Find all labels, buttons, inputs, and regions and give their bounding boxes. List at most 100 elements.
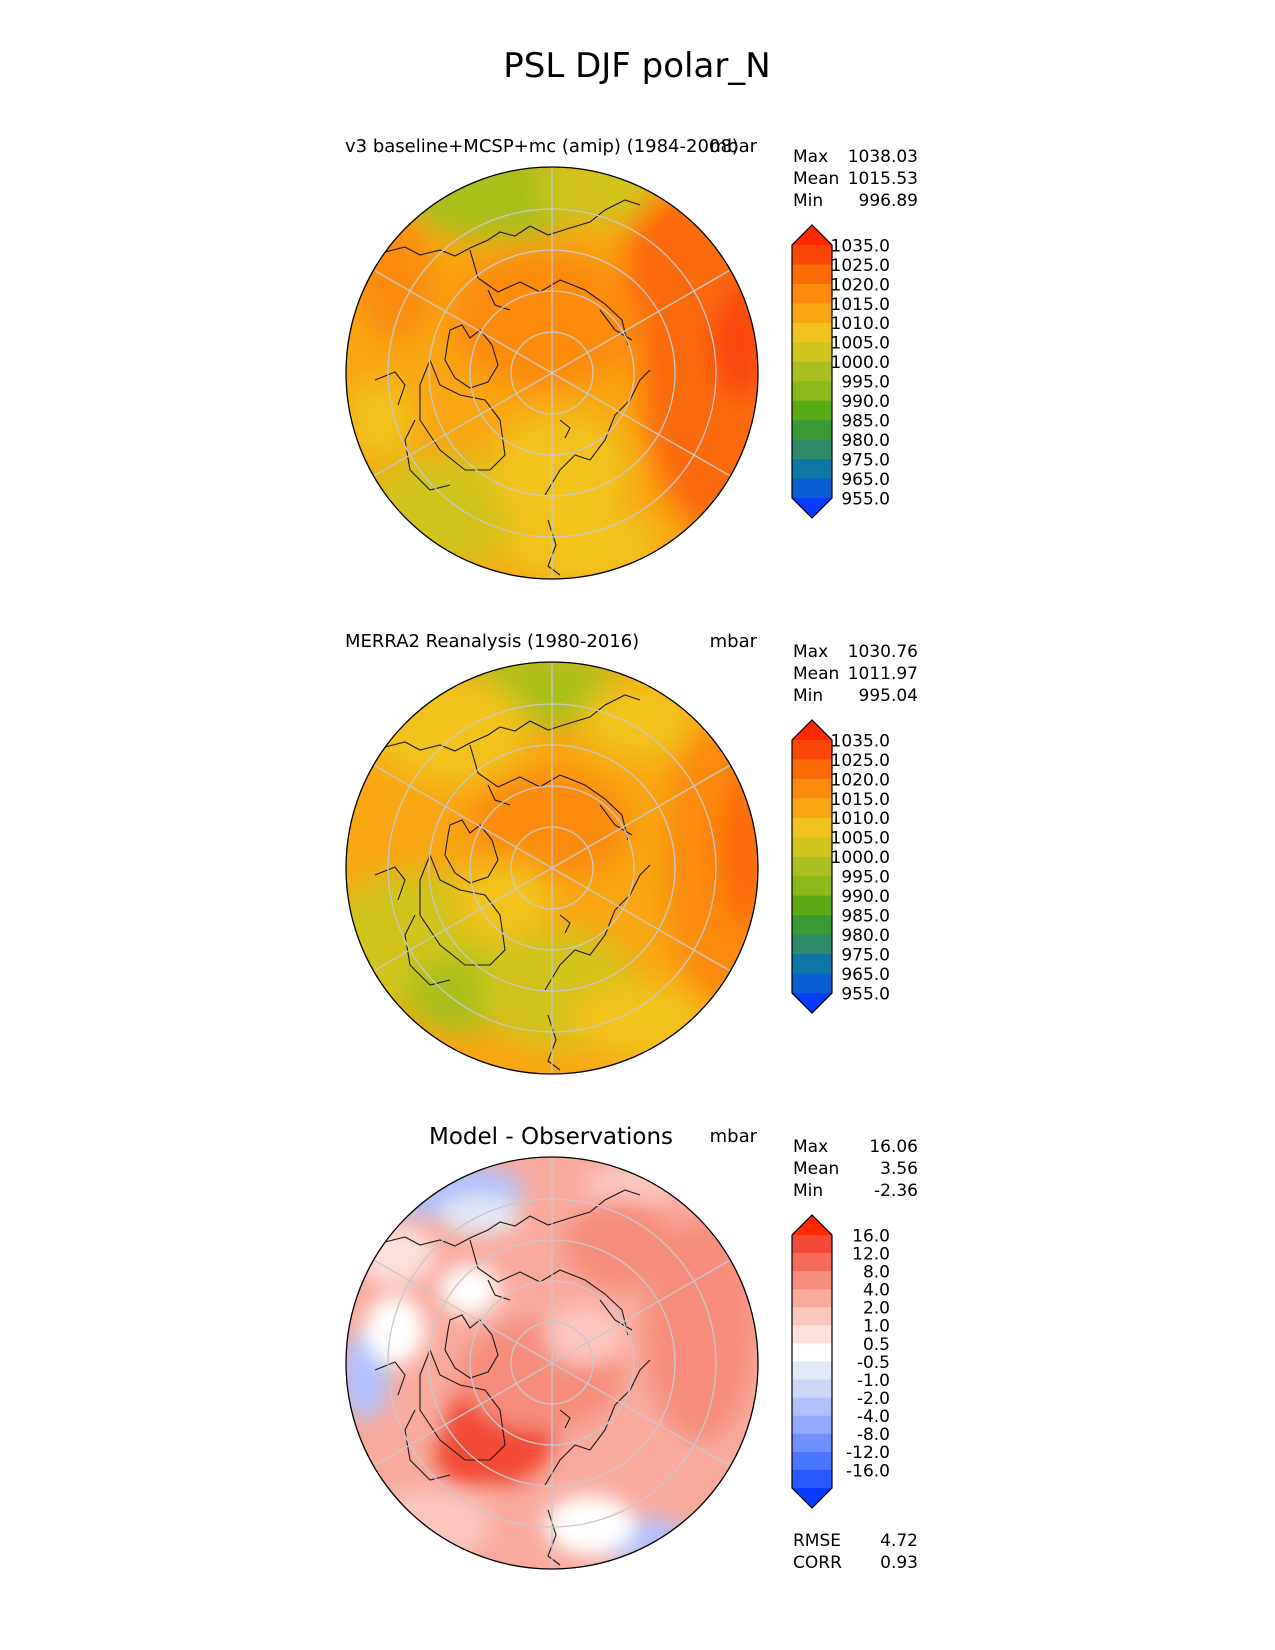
panel-model-colorbar-swatch — [792, 381, 832, 402]
panel-diff-colorbar-swatch — [792, 1469, 832, 1489]
panel-diff-stat-min-value: -2.36 — [874, 1181, 918, 1201]
panel-diff-colorbar-tick-label: -4.0 — [857, 1407, 890, 1427]
panel-diff-colorbar-tick-label: -16.0 — [846, 1461, 890, 1481]
panel-model-stat-max-label: Max — [793, 147, 828, 167]
panel-obs-colorbar-outline — [791, 719, 833, 1014]
panel-diff-stat-mean-value: 3.56 — [880, 1159, 918, 1179]
panel-model-colorbar-swatch — [792, 245, 832, 266]
panel-model-colorbar-swatch — [792, 283, 832, 304]
panel-obs-stat-min-label: Min — [793, 686, 823, 706]
panel-model-colorbar-tick-label: 1025.0 — [831, 256, 890, 276]
panel-obs-colorbar-tick-label: 980.0 — [841, 926, 890, 946]
panel-obs-colorbar-tick-label: 985.0 — [841, 907, 890, 927]
panel-diff-colorbar-extend-min — [792, 1488, 832, 1508]
panel-obs-colorbar-swatch — [792, 876, 832, 897]
panel-diff-colorbar-swatch — [792, 1325, 832, 1345]
panel-diff-colorbar-tick-label: 1.0 — [863, 1317, 890, 1337]
panel-diff-units: mbar — [710, 1126, 758, 1147]
panel-model-colorbar-swatch — [792, 303, 832, 324]
panel-model-colorbar-swatch — [792, 342, 832, 363]
panel-model-colorbar-extend-min — [792, 498, 832, 518]
panel-obs-map — [346, 662, 758, 1074]
panel-diff-colorbar-tick-label: 0.5 — [863, 1335, 890, 1355]
panel-obs-stat-mean-value: 1011.97 — [848, 664, 918, 684]
panel-model-colorbar-tick-label: 990.0 — [841, 392, 890, 412]
panel-model-colorbar-swatch — [792, 439, 832, 460]
panel-model-colorbar-swatch — [792, 361, 832, 382]
panel-model-units: mbar — [710, 136, 758, 157]
panel-model-colorbar-swatch — [792, 459, 832, 480]
panel-obs-stat-max-value: 1030.76 — [848, 642, 918, 662]
panel-obs-colorbar-tick-label: 965.0 — [841, 965, 890, 985]
panel-diff-rmse-value: 4.72 — [880, 1531, 918, 1551]
panel-model-colorbar-tick-label: 1000.0 — [831, 353, 890, 373]
panel-model-colorbar-swatch — [792, 420, 832, 441]
panel-obs-colorbar-swatch — [792, 778, 832, 799]
panel-obs-title: MERRA2 Reanalysis (1980-2016) — [345, 631, 639, 652]
panel-diff-stat-mean-label: Mean — [793, 1159, 839, 1179]
panel-model-colorbar: 1035.01025.01020.01015.01010.01005.01000… — [791, 224, 890, 519]
panel-obs-colorbar-tick-label: 1035.0 — [831, 731, 890, 751]
panel-diff-corr-value: 0.93 — [880, 1553, 918, 1573]
panel-diff-colorbar-swatch — [792, 1415, 832, 1435]
panel-model-stat-min-value: 996.89 — [859, 191, 918, 211]
panel-obs-colorbar-tick-label: 990.0 — [841, 887, 890, 907]
panel-model-colorbar-swatch — [792, 322, 832, 343]
panel-diff-colorbar-tick-label: 4.0 — [863, 1281, 890, 1301]
panel-diff-stat-max-value: 16.06 — [869, 1137, 918, 1157]
panel-model-colorbar-tick-label: 1020.0 — [831, 275, 890, 295]
panel-model-colorbar-swatch — [792, 264, 832, 285]
panel-model-colorbar-tick-label: 1010.0 — [831, 314, 890, 334]
panel-diff-colorbar-tick-label: -1.0 — [857, 1371, 890, 1391]
panel-diff-rmse-label: RMSE — [793, 1531, 841, 1551]
panel-obs-units: mbar — [710, 631, 758, 652]
panel-diff-colorbar-swatch — [792, 1271, 832, 1290]
panel-model-stat-min-label: Min — [793, 191, 823, 211]
panel-diff-colorbar-tick-label: 16.0 — [852, 1226, 890, 1246]
panel-diff-colorbar-extend-max — [792, 1215, 832, 1235]
panel-model-colorbar-tick-label: 980.0 — [841, 431, 890, 451]
panel-obs-colorbar-tick-label: 1000.0 — [831, 848, 890, 868]
panel-obs-colorbar-tick-label: 995.0 — [841, 868, 890, 888]
panel-obs-colorbar-swatch — [792, 740, 832, 761]
panel-diff-colorbar-swatch — [792, 1379, 832, 1399]
panel-obs-graticule — [374, 662, 730, 1074]
panel-diff-boundary — [345, 1156, 759, 1570]
panel-obs-colorbar-tick-label: 1005.0 — [831, 829, 890, 849]
panel-diff-colorbar-swatch — [792, 1235, 832, 1254]
panel-model-colorbar-extend-max — [792, 225, 832, 245]
panel-model-colorbar-tick-label: 1035.0 — [831, 236, 890, 256]
panel-obs-boundary — [345, 661, 759, 1075]
panel-obs-colorbar-tick-label: 1010.0 — [831, 809, 890, 829]
panel-obs-colorbar-swatch — [792, 856, 832, 877]
panel-diff-colorbar-swatch — [792, 1289, 832, 1308]
panel-obs-colorbar-swatch — [792, 759, 832, 780]
panel-obs-colorbar-swatch — [792, 837, 832, 858]
panel-obs-colorbar-tick-label: 1015.0 — [831, 790, 890, 810]
panel-obs-colorbar-swatch — [792, 895, 832, 916]
panel-model-colorbar-tick-label: 955.0 — [841, 489, 890, 509]
panel-obs-colorbar-swatch — [792, 817, 832, 838]
panel-diff-corr-label: CORR — [793, 1553, 842, 1573]
panel-obs-colorbar-swatch — [792, 973, 832, 994]
panel-diff-graticule — [374, 1157, 730, 1569]
panel-diff-colorbar-swatch — [792, 1307, 832, 1326]
panel-model-coastlines — [374, 199, 651, 576]
panel-diff-colorbar-tick-label: 12.0 — [852, 1244, 890, 1264]
panel-diff-stat-min-label: Min — [793, 1181, 823, 1201]
panel-model-colorbar-tick-label: 1005.0 — [831, 334, 890, 354]
panel-model-colorbar-tick-label: 965.0 — [841, 470, 890, 490]
panel-obs-stat-min-value: 995.04 — [859, 686, 918, 706]
panel-obs-colorbar-tick-label: 975.0 — [841, 945, 890, 965]
panel-model-boundary — [345, 166, 759, 580]
panel-obs-stat-mean-label: Mean — [793, 664, 839, 684]
figure-title: PSL DJF polar_N — [503, 46, 770, 86]
panel-model-colorbar-tick-label: 975.0 — [841, 450, 890, 470]
panel-diff-stat-max-label: Max — [793, 1137, 828, 1157]
panel-diff-colorbar-tick-label: -8.0 — [857, 1425, 890, 1445]
panel-model-colorbar-tick-label: 1015.0 — [831, 295, 890, 315]
panel-diff-colorbar-swatch — [792, 1433, 832, 1453]
panel-obs-colorbar-tick-label: 1020.0 — [831, 770, 890, 790]
panel-obs-colorbar-swatch — [792, 915, 832, 936]
panel-model-colorbar-swatch — [792, 478, 832, 499]
